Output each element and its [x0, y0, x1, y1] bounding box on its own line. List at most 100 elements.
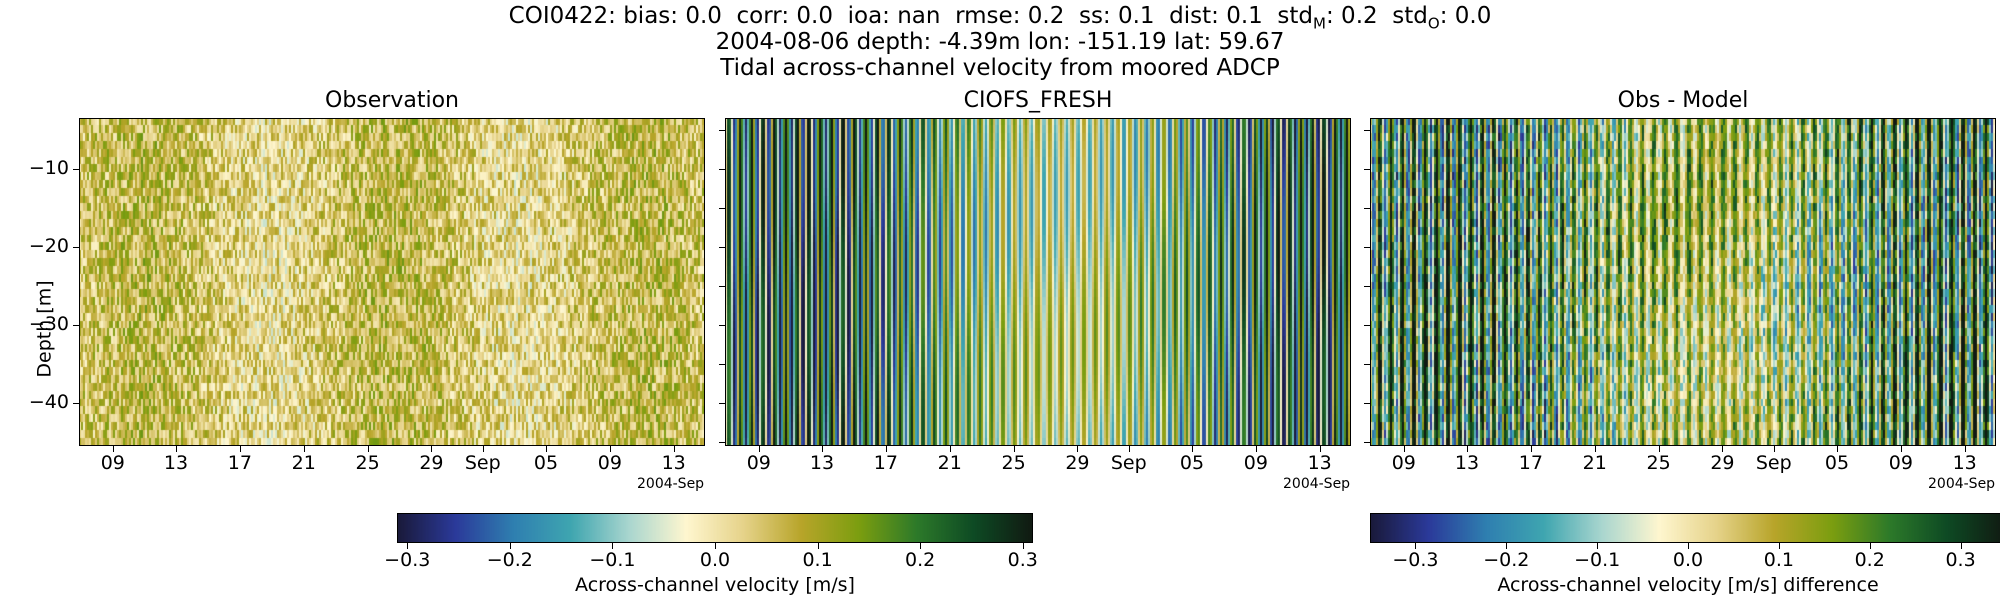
- x-tick: [1836, 446, 1838, 452]
- x-tick-label: 09: [597, 452, 622, 474]
- y-minor-tick: [719, 207, 725, 209]
- y-tick: [719, 168, 725, 170]
- x-tick-label: 17: [227, 452, 252, 474]
- x-offset-label: 2004-Sep: [637, 476, 705, 492]
- colorbar-tick: [1506, 543, 1508, 549]
- heatmap-model: [725, 118, 1351, 446]
- metrics-title-text: COI0422: bias: 0.0 corr: 0.0 ioa: nan rm…: [508, 3, 1492, 33]
- colorbar-tick: [715, 543, 716, 549]
- y-minor-tick: [1364, 207, 1370, 209]
- y-minor-tick: [1364, 442, 1370, 444]
- colorbar-difference: [1370, 513, 2000, 543]
- x-tick: [885, 446, 887, 452]
- panel-title-difference: Obs - Model: [1617, 88, 1749, 113]
- heatmap-difference-canvas: [1370, 118, 1996, 446]
- x-tick: [303, 446, 305, 452]
- x-tick: [112, 446, 114, 452]
- colorbar-tick-label: −0.2: [486, 549, 533, 571]
- colorbar-frame: [397, 513, 1033, 543]
- y-tick: [1364, 403, 1370, 405]
- colorbar-velocity: [397, 513, 1033, 543]
- x-tick: [239, 446, 241, 452]
- x-tick: [367, 446, 369, 452]
- colorbar-tick: [1869, 543, 1871, 549]
- x-tick-label: 21: [291, 452, 316, 474]
- x-tick-label: 13: [1952, 452, 1977, 474]
- colorbar-tick-label: 0.3: [1945, 549, 1976, 571]
- y-tick: [73, 168, 79, 170]
- x-tick-label: 29: [1065, 452, 1090, 474]
- x-tick-label: 29: [419, 452, 444, 474]
- description-title: Tidal across-channel velocity from moore…: [720, 55, 1280, 81]
- colorbar-tick: [509, 543, 511, 549]
- x-tick: [545, 446, 547, 452]
- x-tick-label: 25: [1646, 452, 1671, 474]
- y-tick-label: −20: [28, 234, 69, 257]
- colorbar-tick: [1960, 543, 1962, 549]
- x-tick: [431, 446, 433, 452]
- metrics-title: COI0422: bias: 0.0 corr: 0.0 ioa: nan rm…: [0, 3, 2000, 37]
- x-tick: [949, 446, 951, 452]
- y-tick: [719, 324, 725, 326]
- colorbar-tick-label: −0.1: [1574, 549, 1621, 571]
- y-minor-tick: [1364, 129, 1370, 131]
- colorbar-tick: [920, 543, 922, 549]
- x-tick-label: 09: [746, 452, 771, 474]
- x-tick-label: Sep: [1755, 452, 1792, 474]
- x-tick: [1964, 446, 1966, 452]
- colorbar-tick-label: 0.1: [802, 549, 833, 571]
- panel-title-model: CIOFS_FRESH: [963, 88, 1113, 113]
- colorbar-tick-label: 0.0: [1672, 549, 1704, 571]
- colorbar-frame: [1370, 513, 2000, 543]
- x-tick: [758, 446, 760, 452]
- x-tick: [1658, 446, 1660, 452]
- x-tick: [1467, 446, 1469, 452]
- x-tick-label: 05: [533, 452, 559, 474]
- heatmap-observation-canvas: [79, 118, 705, 446]
- x-tick: [1319, 446, 1321, 452]
- x-tick: [1255, 446, 1257, 452]
- colorbar-tick-label: −0.3: [384, 549, 431, 571]
- x-tick-label: 17: [873, 452, 898, 474]
- colorbar-tick-label: −0.3: [1392, 549, 1439, 571]
- colorbar-tick: [407, 543, 409, 549]
- x-tick: [1722, 446, 1724, 452]
- x-tick-label: 13: [661, 452, 686, 474]
- y-tick: [719, 246, 725, 248]
- x-tick: [609, 446, 611, 452]
- x-tick-label: 13: [1454, 452, 1480, 474]
- y-minor-tick: [1364, 285, 1370, 287]
- x-tick-label: Sep: [464, 452, 501, 474]
- y-minor-tick: [719, 364, 725, 365]
- colorbar-tick: [1415, 543, 1417, 549]
- x-tick: [1900, 446, 1902, 452]
- colorbar-difference-label: Across-channel velocity [m/s] difference: [1497, 574, 1879, 596]
- y-tick: [73, 246, 79, 248]
- y-tick: [1364, 324, 1370, 326]
- x-tick: [482, 446, 484, 452]
- colorbar-tick-label: 0.2: [1854, 549, 1885, 571]
- x-offset-label: 2004-Sep: [1928, 476, 1996, 492]
- x-tick-label: 09: [1243, 452, 1268, 474]
- y-minor-tick: [1364, 364, 1370, 365]
- colorbar-tick-label: 0.3: [1007, 549, 1038, 571]
- x-tick: [1403, 446, 1405, 452]
- colorbar-tick-label: 0.1: [1763, 549, 1794, 571]
- x-tick-label: 09: [100, 452, 125, 474]
- y-tick: [1364, 168, 1370, 170]
- y-tick: [73, 403, 79, 405]
- heatmap-model-canvas: [725, 118, 1351, 446]
- colorbar-tick: [1597, 543, 1599, 549]
- colorbar-tick: [817, 543, 819, 549]
- x-tick-label: 29: [1710, 452, 1735, 474]
- x-tick-label: 21: [1582, 452, 1607, 474]
- x-tick: [1077, 446, 1079, 452]
- x-tick: [1594, 446, 1596, 452]
- colorbar-tick: [1688, 543, 1689, 549]
- colorbar-velocity-canvas: [397, 513, 1033, 543]
- colorbar-tick-label: 0.0: [699, 549, 731, 571]
- x-tick-label: 05: [1179, 452, 1205, 474]
- y-tick: [1364, 246, 1370, 248]
- colorbar-tick: [1022, 543, 1024, 549]
- y-tick-label: −10: [28, 156, 69, 179]
